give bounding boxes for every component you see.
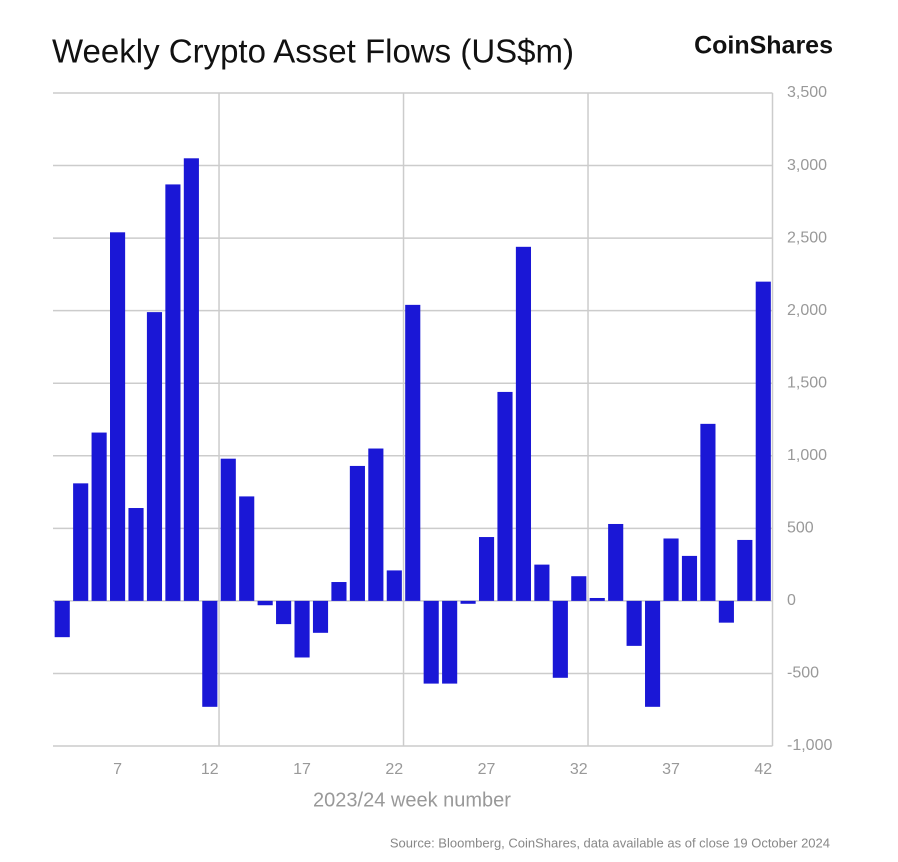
bar <box>220 458 236 601</box>
bar <box>294 600 310 658</box>
y-tick-label: 3,500 <box>787 84 827 101</box>
bar <box>515 246 532 601</box>
y-tick-label: -500 <box>787 665 819 682</box>
bar <box>73 483 89 601</box>
x-tick-label: 42 <box>754 761 772 778</box>
bar <box>331 582 347 601</box>
bar <box>442 600 458 684</box>
bar <box>386 570 402 601</box>
x-tick-label: 27 <box>478 761 496 778</box>
bar <box>589 597 605 601</box>
bar <box>165 184 181 601</box>
y-tick-label: 1,000 <box>787 447 827 464</box>
bar <box>423 600 439 684</box>
bar <box>128 508 144 601</box>
bar <box>54 600 70 638</box>
bar <box>755 281 771 601</box>
bar <box>608 523 624 601</box>
bar <box>91 432 107 601</box>
y-tick-label: 500 <box>787 520 814 537</box>
x-tick-label: 7 <box>113 761 122 778</box>
x-tick-label: 12 <box>201 761 219 778</box>
bar <box>534 564 550 601</box>
bar <box>645 600 661 707</box>
bar <box>312 600 329 633</box>
x-tick-label: 32 <box>570 761 588 778</box>
bar <box>276 600 292 625</box>
y-tick-label: 1,500 <box>787 374 827 391</box>
bar <box>110 232 126 601</box>
y-tick-label: 3,000 <box>787 157 827 174</box>
bar <box>737 539 753 601</box>
y-tick-label: -1,000 <box>787 737 832 754</box>
x-tick-label: 17 <box>293 761 311 778</box>
bar <box>368 448 384 601</box>
bar <box>681 555 698 601</box>
bar <box>349 465 365 601</box>
bar <box>257 600 273 606</box>
bar <box>571 576 587 601</box>
source: Source: Bloomberg, CoinShares, data avai… <box>390 835 830 850</box>
bar <box>183 158 199 601</box>
bar <box>700 423 716 601</box>
bar <box>239 496 255 601</box>
y-tick-label: 0 <box>787 592 796 609</box>
bar <box>460 600 476 604</box>
y-tick-label: 2,000 <box>787 302 827 319</box>
chart-title: Weekly Crypto Asset Flows (US$m) <box>52 33 574 70</box>
bar <box>146 312 163 601</box>
y-tick-label: 2,500 <box>787 229 827 246</box>
x-tick-label: 37 <box>662 761 680 778</box>
bar <box>552 600 568 678</box>
bar <box>405 304 421 601</box>
bar <box>497 391 513 601</box>
x-tick-label: 22 <box>385 761 403 778</box>
bar <box>478 537 495 601</box>
brand: CoinShares <box>694 32 833 60</box>
bar <box>202 600 218 707</box>
x-axis-label: 2023/24 week number <box>313 789 511 811</box>
bar <box>663 538 679 601</box>
bar <box>718 600 734 623</box>
bar <box>626 600 642 646</box>
